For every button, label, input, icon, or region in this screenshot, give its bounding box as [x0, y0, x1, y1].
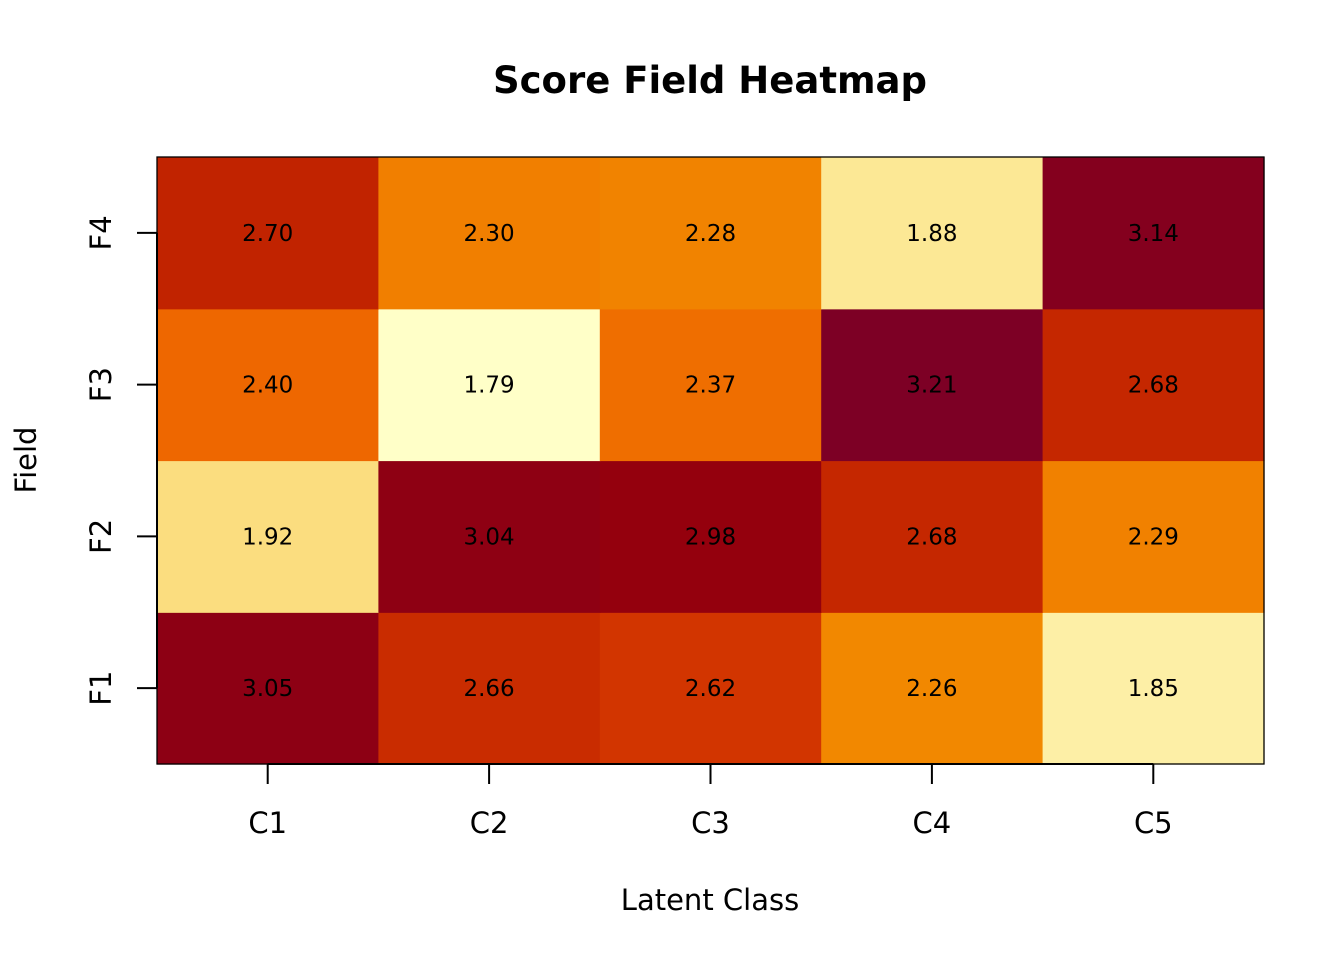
heatmap-cell-f3-c3 [599, 308, 822, 462]
cell-value-label: 3.05 [242, 676, 293, 702]
cell-value-label: 1.79 [463, 373, 514, 399]
cell-value-label: 2.66 [463, 676, 514, 702]
heatmap-cell-f1-c5 [1042, 612, 1265, 765]
y-tick-label: F2 [84, 519, 118, 554]
cell-value-label: 2.70 [242, 221, 293, 247]
y-tick-label: F1 [84, 671, 118, 706]
cell-value-label: 1.92 [242, 524, 293, 550]
cell-value-label: 2.26 [906, 676, 957, 702]
cell-value-label: 2.98 [685, 524, 736, 550]
heatmap-cell-f1-c4 [821, 612, 1044, 765]
y-axis: F1 F2 F3 F4 [84, 215, 158, 706]
heatmap-cell-f2-c3 [599, 460, 822, 613]
cell-value-label: 2.37 [685, 373, 736, 399]
heatmap-cell-f4-c4 [821, 157, 1044, 310]
heatmap-cell-f2-c2 [378, 460, 601, 613]
heatmap-cell-f4-c1 [157, 157, 379, 310]
x-tick-label: C1 [248, 806, 287, 840]
cell-value-label: 3.21 [906, 373, 957, 399]
cell-value-label: 2.62 [685, 676, 736, 702]
heatmap-cell-f4-c2 [378, 157, 601, 310]
cell-value-label: 3.04 [463, 524, 514, 550]
heatmap-cell-f2-c5 [1042, 460, 1265, 613]
x-tick-label: C5 [1134, 806, 1173, 840]
x-tick-label: C3 [691, 806, 730, 840]
cell-value-label: 2.40 [242, 373, 293, 399]
heatmap-cells [157, 157, 1265, 765]
cell-value-label: 2.29 [1128, 524, 1179, 550]
heatmap-cell-f3-c5 [1042, 308, 1265, 462]
cell-value-label: 3.14 [1128, 221, 1179, 247]
heatmap-cell-labels: 3.05 2.66 2.62 2.26 1.85 1.92 3.04 2.98 2.68 2.29… [242, 221, 1179, 702]
x-tick-label: C4 [913, 806, 952, 840]
x-tick-label: C2 [470, 806, 509, 840]
y-axis-title: Field [9, 427, 43, 494]
x-axis: C1 C2 C3 C4 C5 [248, 763, 1173, 840]
heatmap-cell-f2-c1 [157, 460, 379, 613]
cell-value-label: 2.30 [463, 221, 514, 247]
heatmap-cell-f3-c2 [378, 308, 601, 462]
heatmap-cell-f1-c1 [157, 612, 379, 765]
heatmap-cell-f3-c4 [821, 308, 1044, 462]
heatmap-cell-f3-c1 [157, 308, 379, 462]
cell-value-label: 2.28 [685, 221, 736, 247]
chart-title: Score Field Heatmap [493, 59, 927, 102]
x-axis-title: Latent Class [621, 883, 799, 917]
heatmap-cell-f4-c3 [599, 157, 822, 310]
heatmap-cell-f4-c5 [1042, 157, 1265, 310]
heatmap-cell-f1-c3 [599, 612, 822, 765]
y-tick-label: F3 [84, 367, 118, 402]
cell-value-label: 1.85 [1128, 676, 1179, 702]
cell-value-label: 2.68 [1128, 373, 1179, 399]
heatmap-cell-f1-c2 [378, 612, 601, 765]
y-tick-label: F4 [84, 215, 118, 250]
heatmap-cell-f2-c4 [821, 460, 1044, 613]
cell-value-label: 1.88 [906, 221, 957, 247]
cell-value-label: 2.68 [906, 524, 957, 550]
